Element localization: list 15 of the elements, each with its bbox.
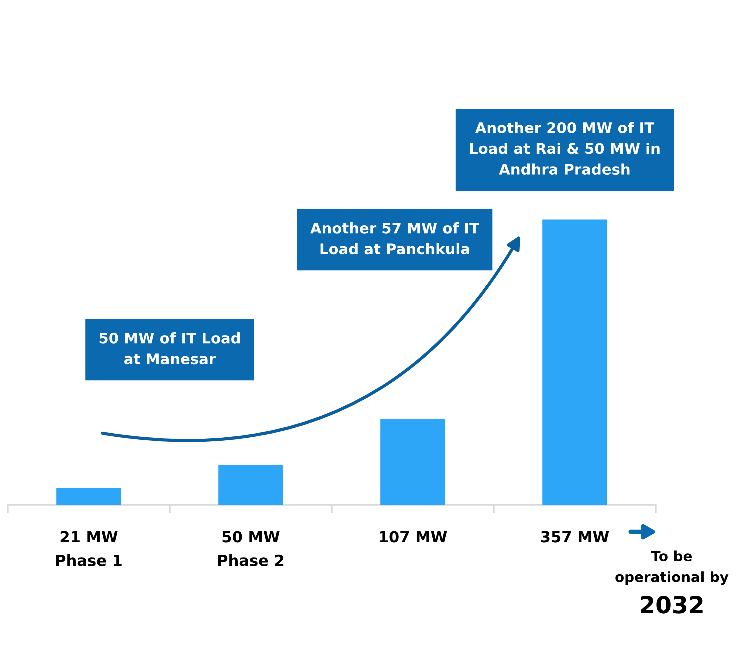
bar bbox=[380, 420, 446, 505]
bar bbox=[56, 488, 122, 505]
text: Another 200 MW of IT Load at Rai & 50 MW in Andhra Pradesh bbox=[470, 122, 660, 175]
data-label: 107 MW bbox=[380, 531, 448, 543]
data-label: 357 MW bbox=[541, 531, 610, 543]
annotation: 50 MW of IT Load at Manesar bbox=[100, 332, 240, 365]
x-tick-label: Phase 1 bbox=[56, 554, 122, 566]
x-tick-label: Phase 2 bbox=[218, 554, 284, 566]
data-label: 50 MW bbox=[222, 531, 280, 543]
text: 2032 bbox=[641, 596, 703, 614]
text: To be operational by bbox=[616, 550, 729, 586]
data-label: 21 MW bbox=[60, 531, 118, 543]
bar bbox=[542, 220, 608, 505]
bar bbox=[218, 465, 284, 505]
annotation: Another 57 MW of IT Load at Panchkula bbox=[310, 222, 480, 255]
